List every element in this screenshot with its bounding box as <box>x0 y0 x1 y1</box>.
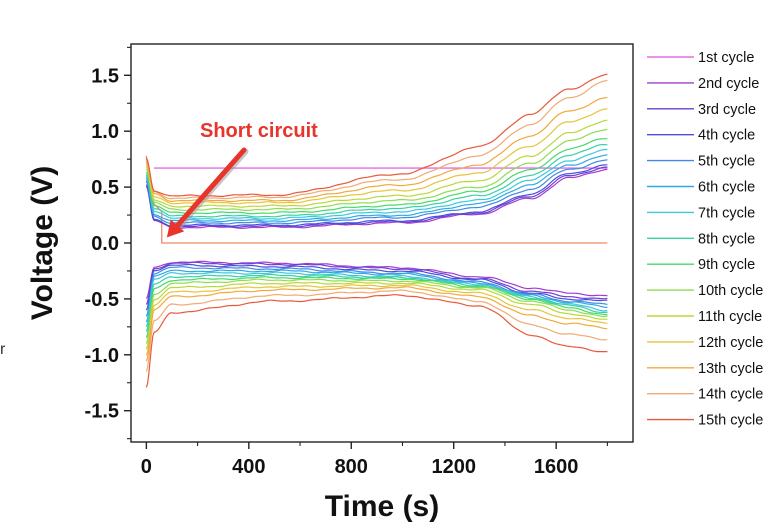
legend-entry: 15th cycle <box>647 413 763 429</box>
series-upper-line <box>145 148 608 220</box>
legend-entry: 6th cycle <box>647 180 755 196</box>
series-upper-line <box>145 97 608 203</box>
legend-label: 12th cycle <box>698 335 763 351</box>
legend-label: 10th cycle <box>698 283 763 299</box>
series-upper-line <box>145 73 608 197</box>
legend-entry: 7th cycle <box>647 205 755 221</box>
legend-entry: 9th cycle <box>647 257 755 273</box>
series-lower-line <box>145 284 608 356</box>
legend-entry: 1st cycle <box>647 50 754 66</box>
legend-entry: 11th cycle <box>647 309 762 325</box>
legend-entry: 8th cycle <box>647 231 755 247</box>
y-tick-label: -0.5 <box>85 289 119 311</box>
series-upper-line <box>145 159 608 225</box>
series-upper-line <box>145 119 608 208</box>
legend-entry: 3rd cycle <box>647 102 756 118</box>
series-upper-line <box>145 108 608 205</box>
series-lower-line <box>145 273 608 332</box>
legend: 1st cycle 2nd cycle 3rd cycle 4th cycle 5th … <box>647 50 763 429</box>
y-axis-title: Voltage (V) <box>26 166 59 320</box>
legend-label: 9th cycle <box>698 257 755 273</box>
ticks-layer: 1.5 1.0 0.5 0.0 -0.5 -1.0 -1.5 0 400 800 1200 1600 <box>85 46 608 478</box>
x-tick-label: 0 <box>141 456 152 478</box>
annotation: Short circuit <box>166 120 318 238</box>
series-lower-line <box>145 261 608 305</box>
series-lower-line <box>145 294 608 388</box>
series-3 <box>145 166 608 305</box>
legend-entry: 2nd cycle <box>647 76 759 92</box>
edge-text: r <box>0 341 6 358</box>
series-lower-line <box>145 281 608 350</box>
x-axis-title: Time (s) <box>325 490 439 523</box>
legend-label: 8th cycle <box>698 231 755 247</box>
series-13 <box>145 97 608 362</box>
legend-label: 14th cycle <box>698 387 763 403</box>
x-tick-label: 1600 <box>534 456 579 478</box>
series-14 <box>145 79 608 372</box>
legend-label: 4th cycle <box>698 128 755 144</box>
legend-entry: 13th cycle <box>647 361 763 377</box>
series-6 <box>145 154 608 323</box>
legend-label: 7th cycle <box>698 205 755 221</box>
series-lower-line <box>145 286 608 362</box>
x-tick-label: 1200 <box>431 456 476 478</box>
series-lower-line <box>145 263 608 311</box>
legend-label: 2nd cycle <box>698 76 759 92</box>
series-lower-line <box>145 260 608 299</box>
y-tick-label: 1.5 <box>91 65 119 87</box>
series-lower-line <box>145 276 608 338</box>
legend-label: 3rd cycle <box>698 102 756 118</box>
series-upper-line <box>145 166 608 228</box>
series-upper-line <box>145 154 608 223</box>
legend-entry: 4th cycle <box>647 128 755 144</box>
series-upper-line <box>145 164 608 227</box>
series-upper-line <box>145 128 608 211</box>
series-upper-line <box>145 144 608 218</box>
legend-label: 13th cycle <box>698 361 763 377</box>
short-circuit-line <box>145 155 608 244</box>
series-8 <box>145 144 608 332</box>
arrow-head <box>166 219 185 238</box>
series-upper-line <box>145 79 608 200</box>
series-2 <box>145 168 608 299</box>
legend-entry: 5th cycle <box>647 154 755 170</box>
y-tick-label: -1.5 <box>85 401 119 423</box>
y-tick-label: 1.0 <box>91 121 119 143</box>
series-layer <box>145 73 608 388</box>
x-tick-label: 400 <box>232 456 265 478</box>
legend-label: 5th cycle <box>698 154 755 170</box>
arrow-shaft <box>174 147 247 228</box>
series-lower-line <box>145 269 608 323</box>
y-tick-label: 0.0 <box>91 233 119 255</box>
series-12 <box>145 108 608 356</box>
series-1 <box>145 155 608 244</box>
y-tick-label: -1.0 <box>85 345 119 367</box>
x-tick-label: 800 <box>335 456 368 478</box>
y-tick-label: 0.5 <box>91 177 119 199</box>
series-upper-line <box>145 168 608 229</box>
legend-label: 1st cycle <box>698 50 754 66</box>
series-9 <box>145 138 608 338</box>
series-lower-line <box>145 278 608 344</box>
series-lower-line <box>145 289 608 372</box>
legend-label: 11th cycle <box>698 309 762 325</box>
series-upper-line <box>145 138 608 215</box>
legend-label: 15th cycle <box>698 413 763 429</box>
legend-label: 6th cycle <box>698 180 755 196</box>
legend-entry: 12th cycle <box>647 335 763 351</box>
legend-entry: 14th cycle <box>647 387 763 403</box>
legend-entry: 10th cycle <box>647 283 763 299</box>
series-11 <box>145 119 608 350</box>
annotation-label: Short circuit <box>200 120 318 142</box>
series-15 <box>145 73 608 388</box>
series-10 <box>145 128 608 344</box>
series-4 <box>145 164 608 311</box>
